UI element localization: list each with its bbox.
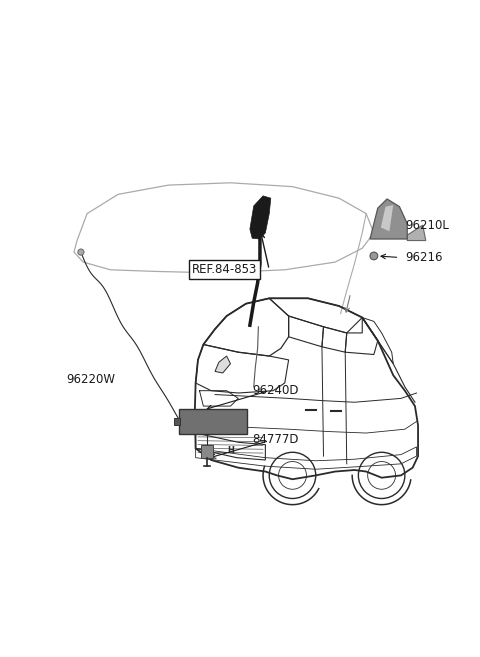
Polygon shape: [174, 418, 180, 425]
Polygon shape: [250, 196, 271, 239]
Text: H: H: [227, 446, 234, 455]
FancyBboxPatch shape: [180, 409, 247, 434]
Polygon shape: [407, 225, 426, 240]
Polygon shape: [381, 205, 393, 231]
Text: 96216: 96216: [405, 251, 443, 264]
Text: 96240D: 96240D: [252, 384, 299, 397]
Text: 84777D: 84777D: [252, 433, 299, 445]
Text: 96210L: 96210L: [405, 219, 449, 232]
Text: 96220W: 96220W: [66, 373, 115, 386]
Polygon shape: [201, 445, 214, 459]
Polygon shape: [215, 356, 230, 373]
Polygon shape: [370, 199, 407, 239]
Circle shape: [370, 252, 378, 260]
Text: REF.84-853: REF.84-853: [192, 263, 257, 277]
Circle shape: [78, 249, 84, 255]
